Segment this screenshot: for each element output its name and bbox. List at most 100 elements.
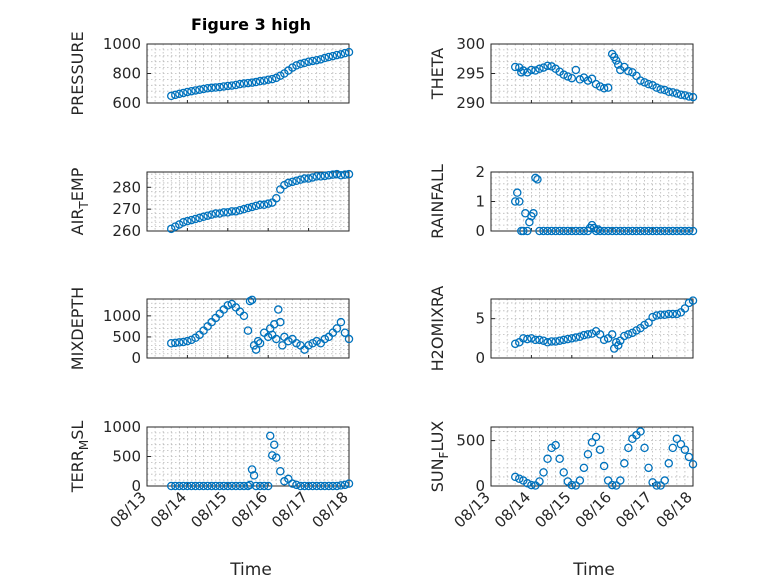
- data-point: [199, 481, 208, 491]
- data-point: [591, 432, 601, 442]
- data-point: [611, 56, 621, 65]
- data-point: [510, 339, 520, 349]
- data-point: [676, 90, 686, 99]
- data-point: [539, 226, 548, 236]
- data-point: [620, 226, 629, 236]
- data-point: [620, 331, 629, 341]
- data-point: [539, 336, 548, 345]
- data-point: [519, 334, 528, 343]
- data-point: [272, 73, 281, 83]
- data-point: [166, 481, 176, 491]
- data-point: [336, 171, 346, 180]
- data-point: [616, 476, 625, 485]
- data-point: [280, 180, 289, 190]
- data-point: [632, 226, 641, 236]
- data-point: [187, 335, 196, 345]
- data-point: [219, 481, 229, 491]
- data-point: [551, 337, 560, 346]
- data-point: [652, 226, 661, 236]
- data-point: [239, 204, 249, 214]
- data-point: [640, 78, 649, 87]
- data-point: [245, 296, 255, 306]
- y-tick-label: 295: [456, 65, 485, 83]
- data-point: [547, 226, 556, 236]
- data-point: [183, 87, 192, 97]
- data-point: [199, 212, 208, 222]
- data-point: [672, 434, 682, 444]
- data-point: [603, 83, 613, 92]
- data-point: [567, 73, 577, 83]
- data-point: [684, 452, 694, 462]
- data-point: [628, 226, 637, 236]
- data-point: [263, 481, 273, 491]
- data-point: [171, 222, 180, 231]
- x-tick-label: 08/16: [572, 488, 615, 531]
- data-point: [296, 481, 305, 491]
- data-point: [684, 226, 694, 236]
- data-point: [579, 463, 589, 473]
- data-point: [575, 75, 585, 84]
- data-point: [187, 215, 196, 225]
- y-tick-label: 500: [112, 448, 141, 466]
- data-point: [300, 58, 309, 68]
- data-point: [187, 481, 196, 491]
- data-point: [251, 481, 261, 491]
- data-point: [332, 324, 342, 333]
- data-point: [652, 311, 661, 320]
- data-point: [533, 175, 542, 184]
- data-point: [672, 309, 682, 319]
- y-tick-label: 290: [456, 94, 485, 112]
- subplot-mixdepth: 0 500 1000 MIXDEPTH: [68, 287, 354, 370]
- data-point: [539, 63, 548, 72]
- data-point: [166, 91, 176, 101]
- data-point: [183, 481, 192, 491]
- data-point: [555, 226, 564, 236]
- data-point: [223, 481, 233, 491]
- data-point: [640, 226, 649, 236]
- x-axis-label-right: Time: [572, 560, 615, 580]
- data-point: [611, 481, 621, 490]
- data-point: [575, 332, 585, 342]
- data-point: [227, 481, 237, 491]
- data-point: [272, 193, 281, 203]
- data-point: [191, 86, 200, 95]
- y-axis-label: MIXDEPTH: [68, 287, 87, 370]
- data-point: [265, 431, 275, 441]
- data-point: [579, 330, 589, 340]
- data-point: [276, 466, 285, 476]
- y-tick-label: 500: [456, 432, 485, 450]
- data-point: [308, 481, 317, 491]
- data-point: [624, 443, 633, 453]
- data-point: [219, 82, 229, 91]
- data-point: [599, 461, 609, 471]
- y-axis-label: H2OMIXRA: [428, 286, 447, 372]
- data-point: [267, 74, 277, 84]
- data-point: [304, 57, 313, 66]
- data-point: [203, 84, 212, 93]
- data-point: [175, 481, 184, 491]
- data-point: [595, 330, 605, 339]
- data-point: [595, 82, 605, 91]
- data-point: [223, 301, 233, 310]
- data-point: [239, 311, 249, 321]
- data-point: [571, 226, 581, 236]
- y-tick-label: 0: [131, 477, 141, 495]
- data-point: [599, 84, 609, 93]
- data-point: [664, 226, 674, 236]
- data-point: [336, 481, 346, 490]
- data-point: [344, 47, 354, 57]
- data-point: [199, 84, 208, 94]
- data-point: [253, 336, 263, 346]
- data-point: [249, 471, 259, 480]
- data-point: [211, 209, 220, 218]
- data-point: [207, 481, 216, 491]
- data-point: [559, 468, 568, 477]
- data-point: [316, 55, 325, 64]
- axes-box: [490, 298, 694, 359]
- data-point: [614, 341, 623, 350]
- x-tick-label: 08/18: [653, 488, 696, 531]
- subplot-pressure: 600 800 1000 PRESSURE: [68, 31, 354, 116]
- data-point: [207, 210, 216, 219]
- subplot-air: 260 270 280 AIRTEMP: [68, 167, 354, 240]
